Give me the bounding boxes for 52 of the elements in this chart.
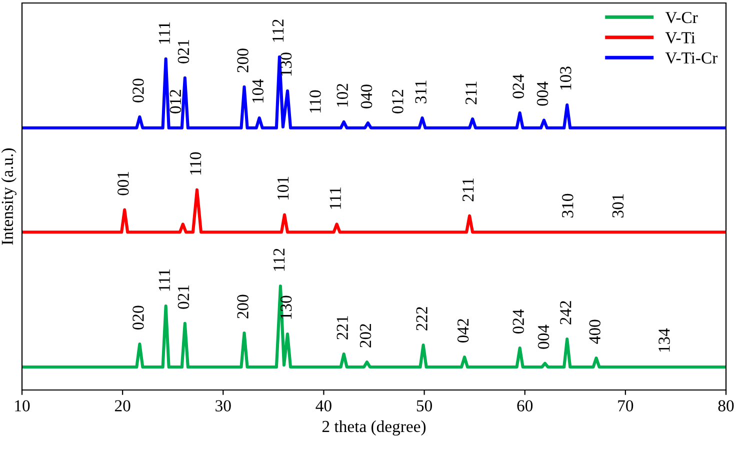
annotation: 110 <box>190 152 202 174</box>
annotation: 310 <box>562 194 574 218</box>
annotation: 221 <box>336 316 348 340</box>
annotation: 200 <box>237 48 248 72</box>
x-tick-label: 30 <box>216 400 231 412</box>
annotation: 112 <box>272 20 284 42</box>
annotation: 111 <box>158 22 170 44</box>
annotation: 102 <box>336 84 348 107</box>
annotation: 130 <box>280 52 292 76</box>
annotation: 112 <box>273 248 284 271</box>
annotation: 001 <box>118 172 129 196</box>
annotation: 021 <box>178 40 190 64</box>
annotation: 020 <box>132 306 144 330</box>
annotation: 104 <box>252 79 264 103</box>
annotation: 042 <box>457 319 469 343</box>
x-axis-title: 2 theta (degree) <box>322 420 426 436</box>
annotation: 242 <box>560 301 572 324</box>
annotation: 004 <box>536 82 548 106</box>
annotation: 012 <box>392 90 404 114</box>
x-tick-label: 80 <box>718 400 734 412</box>
x-tick-label: 40 <box>316 400 332 412</box>
annotation: 103 <box>560 66 572 90</box>
annotation: 101 <box>277 176 289 200</box>
annotation: 200 <box>237 294 248 318</box>
x-tick-label: 70 <box>618 400 634 412</box>
legend-label: V-Cr <box>665 12 698 24</box>
annotation: 222 <box>416 307 428 330</box>
x-tick-label: 10 <box>15 400 30 412</box>
x-tick-label: 50 <box>416 400 432 412</box>
legend-label: V-Ti-Cr <box>665 52 718 64</box>
annotation: 111 <box>330 188 341 209</box>
annotation: 311 <box>415 80 426 104</box>
annotation: 020 <box>132 78 144 102</box>
annotation: 211 <box>466 82 477 104</box>
annotation: 012 <box>170 90 182 114</box>
annotation: 134 <box>658 328 670 352</box>
annotation: 202 <box>360 324 372 348</box>
y-axis-title: Intensity (a.u.) <box>1 148 16 245</box>
annotation: 130 <box>280 296 292 319</box>
legend-label: V-Ti <box>665 32 696 44</box>
annotation: 024 <box>512 309 524 334</box>
annotation: 024 <box>512 74 524 98</box>
x-tick-label: 60 <box>517 400 533 412</box>
annotation: 040 <box>360 84 372 108</box>
annotation: 400 <box>589 320 600 344</box>
annotation: 211 <box>462 178 474 202</box>
annotation: 021 <box>178 286 190 309</box>
x-tick-label: 20 <box>114 400 130 412</box>
annotation: 110 <box>310 90 321 113</box>
annotation: 111 <box>158 269 170 291</box>
annotation: 004 <box>538 324 550 349</box>
annotation: 301 <box>612 194 624 218</box>
